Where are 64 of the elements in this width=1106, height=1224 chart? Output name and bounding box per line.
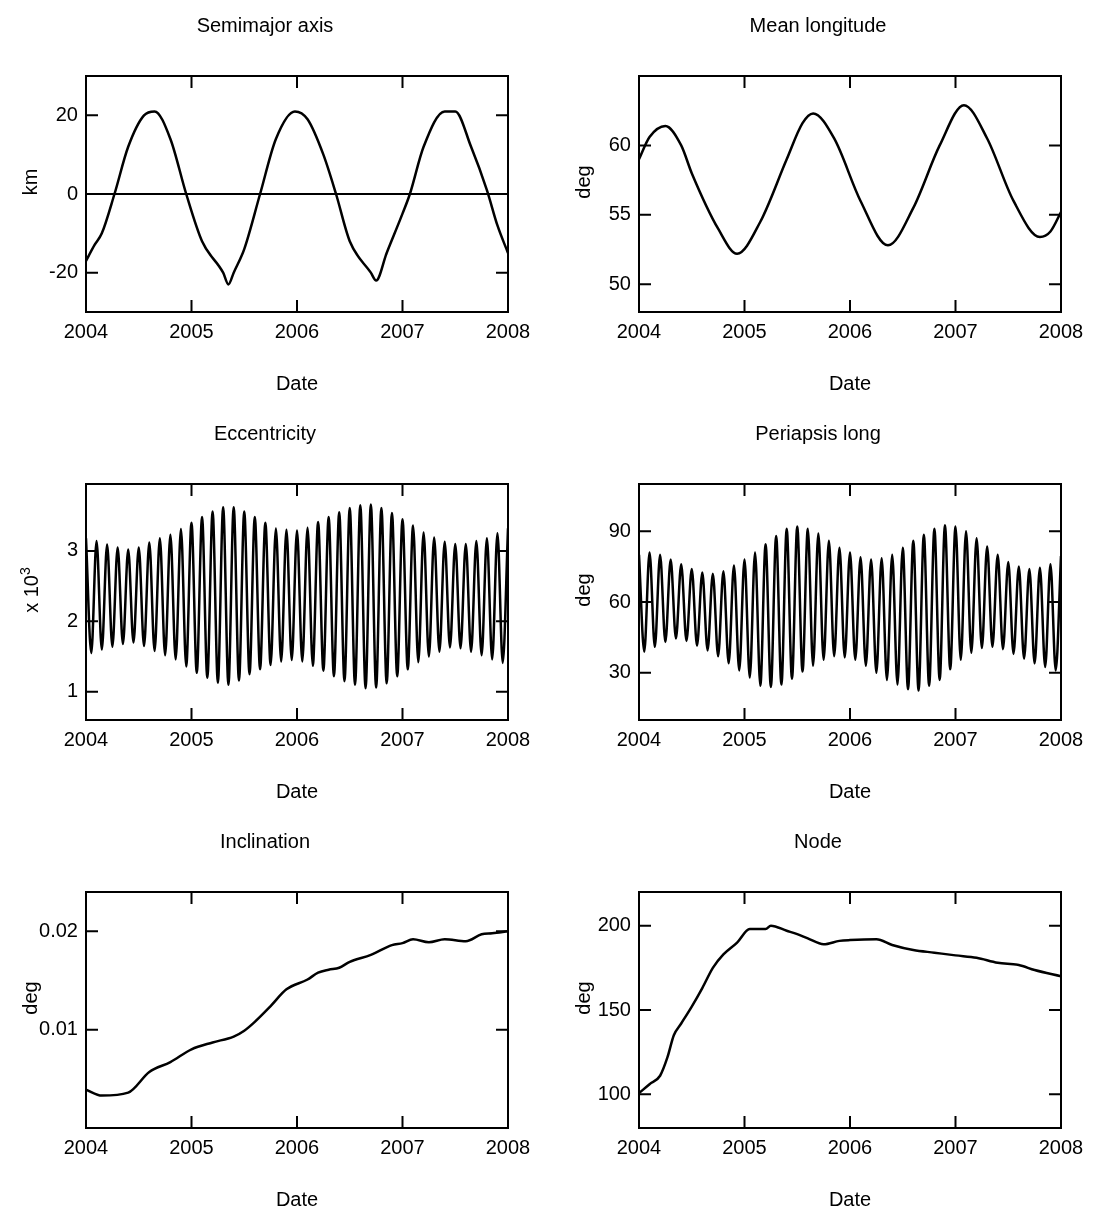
x-tick-label: 2007 bbox=[933, 1135, 978, 1158]
x-tick-label: 2008 bbox=[1038, 727, 1084, 750]
x-tick-label: 2006 bbox=[274, 1135, 320, 1158]
y-tick-label: 0 bbox=[66, 181, 78, 204]
chart-title: Eccentricity bbox=[213, 421, 317, 444]
chart-title: Inclination bbox=[219, 829, 311, 852]
x-tick-label: 2008 bbox=[485, 727, 531, 750]
x-tick-label: 2006 bbox=[274, 727, 320, 750]
chart-title: Node bbox=[794, 829, 842, 852]
x-tick-label: 2004 bbox=[63, 727, 109, 750]
y-tick-label: 0.02 bbox=[39, 918, 78, 941]
x-axis-title: Date bbox=[275, 371, 319, 394]
y-tick-label: 200 bbox=[597, 913, 631, 936]
x-tick-label: 2006 bbox=[274, 319, 320, 342]
y-tick-label: 30 bbox=[608, 660, 631, 683]
x-tick-label: 2008 bbox=[1038, 319, 1084, 342]
x-tick-label: 2008 bbox=[485, 1135, 531, 1158]
x-axis-title: Date bbox=[275, 779, 319, 802]
y-tick-label: 50 bbox=[608, 271, 631, 294]
x-tick-label: 2006 bbox=[827, 319, 873, 342]
y-tick-label: -20 bbox=[49, 260, 78, 283]
chart-title: Periapsis long bbox=[755, 421, 881, 444]
x-tick-label: 2007 bbox=[933, 319, 978, 342]
y-tick-label: 100 bbox=[597, 1081, 631, 1104]
y-tick-label: 2 bbox=[66, 608, 78, 631]
x-tick-label: 2005 bbox=[169, 727, 214, 750]
x-tick-label: 2008 bbox=[485, 319, 531, 342]
x-tick-label: 2004 bbox=[63, 1135, 109, 1158]
y-axis-title: deg bbox=[571, 981, 595, 1015]
y-tick-label: 90 bbox=[608, 518, 631, 541]
x-tick-label: 2004 bbox=[616, 727, 662, 750]
x-tick-label: 2004 bbox=[616, 1135, 662, 1158]
chart-title: Mean longitude bbox=[749, 13, 887, 36]
y-tick-label: 1 bbox=[66, 679, 78, 702]
y-tick-label: 150 bbox=[597, 997, 631, 1020]
y-axis-title: deg bbox=[571, 165, 595, 199]
x-axis-title: Date bbox=[275, 1187, 319, 1210]
y-tick-label: 55 bbox=[608, 202, 631, 225]
x-tick-label: 2007 bbox=[380, 1135, 425, 1158]
x-axis-title: Date bbox=[828, 371, 872, 394]
x-tick-label: 2006 bbox=[827, 727, 873, 750]
x-tick-label: 2007 bbox=[380, 727, 425, 750]
x-tick-label: 2007 bbox=[933, 727, 978, 750]
y-tick-label: 60 bbox=[608, 132, 631, 155]
chart-title: Semimajor axis bbox=[196, 13, 334, 36]
x-tick-label: 2005 bbox=[722, 727, 767, 750]
y-axis-title: deg bbox=[18, 981, 42, 1015]
x-axis-title: Date bbox=[828, 779, 872, 802]
x-tick-label: 2004 bbox=[616, 319, 662, 342]
x-tick-label: 2005 bbox=[722, 319, 767, 342]
y-tick-label: 0.01 bbox=[39, 1017, 78, 1040]
x-tick-label: 2006 bbox=[827, 1135, 873, 1158]
x-tick-label: 2005 bbox=[722, 1135, 767, 1158]
y-tick-label: 60 bbox=[608, 589, 631, 612]
x-tick-label: 2007 bbox=[380, 319, 425, 342]
x-axis-title: Date bbox=[828, 1187, 872, 1210]
x-tick-label: 2008 bbox=[1038, 1135, 1084, 1158]
x-tick-label: 2005 bbox=[169, 319, 214, 342]
y-tick-label: 20 bbox=[55, 102, 78, 125]
x-tick-label: 2005 bbox=[169, 1135, 214, 1158]
y-axis-title: km bbox=[18, 168, 42, 196]
x-tick-label: 2004 bbox=[63, 319, 109, 342]
y-axis-title: deg bbox=[571, 573, 595, 607]
y-tick-label: 3 bbox=[66, 538, 78, 561]
